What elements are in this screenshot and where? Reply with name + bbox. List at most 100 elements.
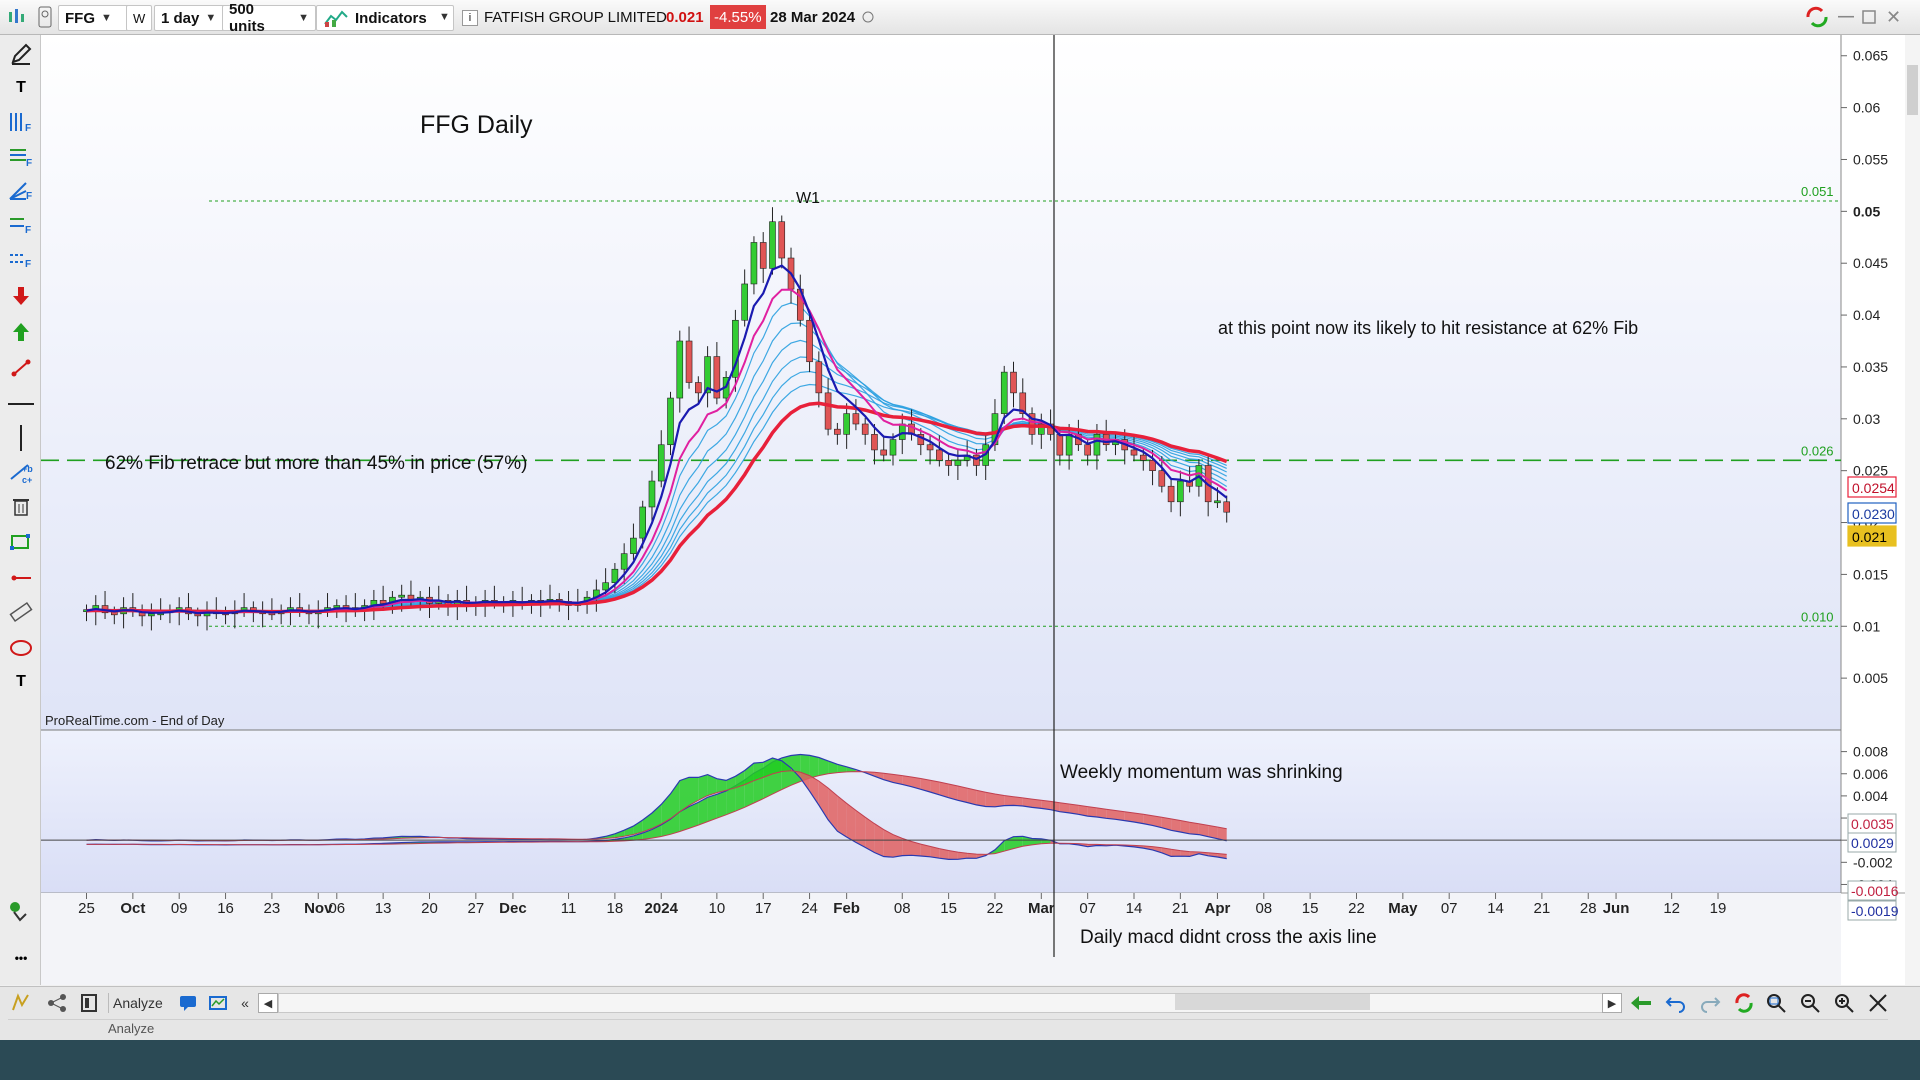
candle-body[interactable] <box>1084 444 1091 456</box>
candle-body[interactable] <box>713 356 721 399</box>
text-tool-icon[interactable]: T <box>8 75 34 101</box>
candle-body[interactable] <box>1038 423 1045 435</box>
candle-body[interactable] <box>379 600 387 604</box>
share-icon[interactable] <box>44 991 70 1015</box>
zoom-in-icon[interactable] <box>1832 991 1856 1015</box>
right-scrollbar-thumb[interactable] <box>1907 65 1918 115</box>
chart-type-icon[interactable] <box>6 5 28 29</box>
units-selector[interactable]: 500 units ▼ <box>222 1 316 35</box>
weekly-toggle-button[interactable]: W <box>126 5 152 31</box>
up-arrow-icon[interactable] <box>8 319 34 345</box>
candle-body[interactable] <box>750 242 758 285</box>
rectangle-icon[interactable] <box>8 529 34 555</box>
candle-body[interactable] <box>759 242 767 269</box>
candle-body[interactable] <box>657 444 665 482</box>
fib-arcs-icon[interactable]: F <box>8 211 34 237</box>
layout-icon[interactable] <box>78 991 100 1015</box>
candle-body[interactable] <box>602 582 609 591</box>
screenshot-icon[interactable] <box>206 991 230 1015</box>
redo-icon[interactable] <box>1698 991 1722 1015</box>
instrument-list-icon[interactable] <box>36 5 54 29</box>
candle-body[interactable] <box>1167 485 1175 503</box>
candle-body[interactable] <box>1149 459 1156 471</box>
trash-icon[interactable] <box>8 493 34 519</box>
candle-body[interactable] <box>936 449 943 461</box>
candle-body[interactable] <box>732 319 739 378</box>
candle-body[interactable] <box>148 613 155 617</box>
candle-body[interactable] <box>778 221 786 259</box>
candle-body[interactable] <box>667 397 674 446</box>
candle-body[interactable] <box>398 594 405 598</box>
candle-body[interactable] <box>648 480 656 508</box>
candle-body[interactable] <box>871 434 878 451</box>
analyze-button-2[interactable]: Analyze <box>108 1020 155 1036</box>
maximize-icon[interactable] <box>1862 5 1876 29</box>
ruler-icon[interactable] <box>8 599 34 625</box>
chart-area[interactable]: 0.065 0.06 0.055 0.05 0.045 0.04 0.035 0.03 0.02… <box>41 35 1920 985</box>
candle-body[interactable] <box>824 392 832 430</box>
candle-body[interactable] <box>1065 434 1073 456</box>
scroll-right-icon[interactable]: ▶ <box>1602 993 1622 1013</box>
fit-icon[interactable] <box>1866 991 1890 1015</box>
candle-body[interactable] <box>630 537 637 554</box>
candle-body[interactable] <box>1158 470 1166 487</box>
candle-body[interactable] <box>852 413 860 425</box>
candle-body[interactable] <box>1093 434 1101 456</box>
horizontal-line-icon[interactable] <box>8 391 34 417</box>
candle-body[interactable] <box>676 340 684 399</box>
more-tools-icon[interactable]: ••• <box>8 945 34 971</box>
candle-body[interactable] <box>769 221 776 269</box>
fib-lines-icon[interactable]: F <box>8 109 34 135</box>
candle-body[interactable] <box>1019 392 1027 414</box>
fib-channel-icon[interactable]: F <box>8 143 34 169</box>
candle-body[interactable] <box>1056 434 1064 456</box>
draw-mode-icon[interactable] <box>8 991 34 1015</box>
analyze-button[interactable]: Analyze <box>108 993 163 1013</box>
candle-body[interactable] <box>741 283 748 321</box>
scroll-left-fast-icon[interactable]: « <box>241 995 249 1011</box>
refresh-data-icon[interactable] <box>1732 991 1756 1015</box>
fib-time-icon[interactable]: F <box>8 245 34 271</box>
zoom-area-icon[interactable] <box>1764 991 1788 1015</box>
time-scrollbar-thumb[interactable] <box>1175 994 1370 1010</box>
candle-body[interactable] <box>1177 480 1184 503</box>
ellipse-icon[interactable] <box>8 635 34 661</box>
candle-body[interactable] <box>815 361 823 394</box>
down-arrow-icon[interactable] <box>8 283 34 309</box>
symbol-selector[interactable]: FFG ▼ <box>58 5 132 31</box>
candle-body[interactable] <box>639 506 647 539</box>
candle-body[interactable] <box>880 449 888 456</box>
candle-body[interactable] <box>1130 449 1138 456</box>
scroll-left-icon[interactable]: ◀ <box>258 993 278 1013</box>
period-selector[interactable]: 1 day ▼ <box>154 5 228 31</box>
sync-icon[interactable] <box>1804 5 1830 29</box>
segment-icon[interactable] <box>8 565 34 591</box>
right-scrollbar[interactable] <box>1905 35 1920 985</box>
candle-body[interactable] <box>704 356 711 394</box>
candle-body[interactable] <box>1010 371 1017 394</box>
undo-icon[interactable] <box>1664 991 1688 1015</box>
grid-settings-icon[interactable] <box>8 899 34 925</box>
candle-body[interactable] <box>834 428 841 435</box>
candle-body[interactable] <box>611 568 619 584</box>
candle-body[interactable] <box>1028 413 1036 435</box>
auto-scroll-icon[interactable] <box>1628 991 1654 1015</box>
candle-body[interactable] <box>333 605 341 608</box>
candle-body[interactable] <box>973 454 980 466</box>
trendline-icon[interactable] <box>8 355 34 381</box>
vertical-line-icon[interactable] <box>8 425 34 451</box>
candle-body[interactable] <box>898 423 906 440</box>
candle-body[interactable] <box>685 340 693 383</box>
time-scrollbar[interactable] <box>278 993 1606 1013</box>
info-icon[interactable]: i <box>462 10 478 26</box>
candle-body[interactable] <box>1139 454 1147 461</box>
magnet-icon[interactable]: +b c+ <box>8 459 34 485</box>
indicators-dropdown[interactable]: ▼ <box>433 5 450 29</box>
candle-body[interactable] <box>1214 500 1221 504</box>
candle-body[interactable] <box>1223 501 1231 513</box>
comment-icon[interactable] <box>176 991 200 1015</box>
candle-body[interactable] <box>926 444 934 451</box>
candle-body[interactable] <box>806 319 813 363</box>
candle-body[interactable] <box>843 413 850 435</box>
zoom-out-icon[interactable] <box>1798 991 1822 1015</box>
